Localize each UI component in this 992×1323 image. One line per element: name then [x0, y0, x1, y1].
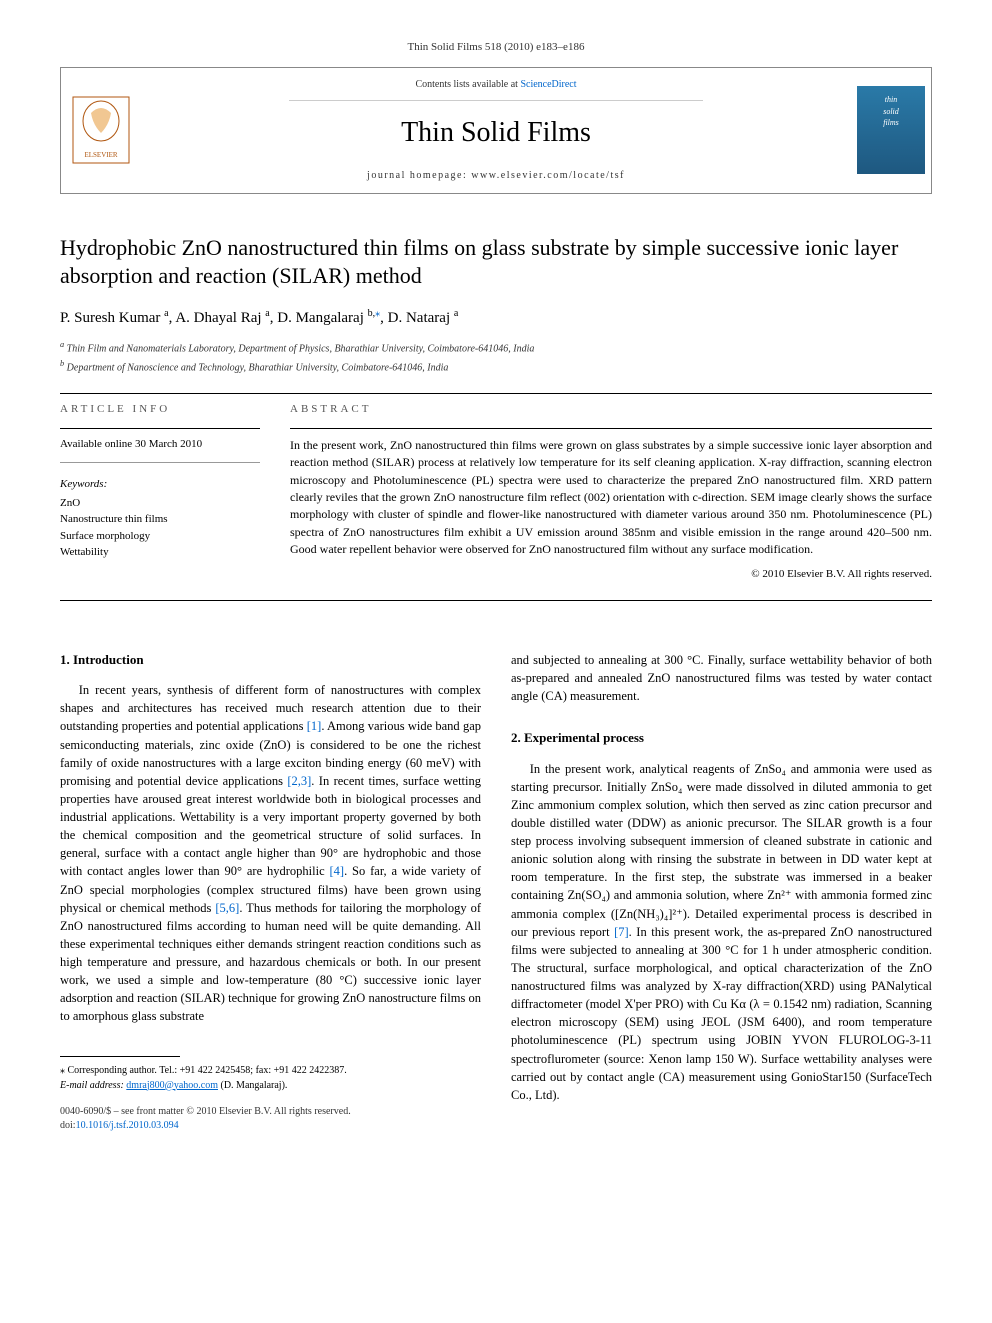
- header-center: Contents lists available at ScienceDirec…: [141, 68, 851, 192]
- article-info-block: ARTICLE INFO Available online 30 March 2…: [60, 402, 260, 582]
- ref-7[interactable]: [7]: [614, 925, 629, 939]
- intro-heading: 1. Introduction: [60, 651, 481, 669]
- ref-1[interactable]: [1]: [307, 719, 322, 733]
- abstract-block: ABSTRACT In the present work, ZnO nanost…: [290, 402, 932, 582]
- homepage-prefix: journal homepage:: [367, 170, 471, 181]
- info-abstract-row: ARTICLE INFO Available online 30 March 2…: [60, 402, 932, 582]
- author-4: D. Nataraj: [388, 310, 450, 326]
- cover-line-2: solid: [883, 106, 899, 117]
- keyword-2: Nanostructure thin films: [60, 511, 260, 528]
- author-1-aff: a: [164, 308, 168, 319]
- bottom-meta: 0040-6090/$ – see front matter © 2010 El…: [60, 1105, 481, 1133]
- ref-5-6[interactable]: [5,6]: [215, 901, 239, 915]
- author-3: D. Mangalaraj: [277, 310, 364, 326]
- journal-name: Thin Solid Films: [151, 113, 841, 152]
- info-divider: [60, 428, 260, 429]
- footnote-separator: [60, 1056, 180, 1057]
- corr-name: (D. Mangalaraj).: [218, 1080, 287, 1091]
- journal-reference: Thin Solid Films 518 (2010) e183–e186: [60, 40, 932, 55]
- intro-continuation: and subjected to annealing at 300 °C. Fi…: [511, 651, 932, 705]
- intro-text-c: . In recent times, surface wetting prope…: [60, 774, 481, 879]
- corr-line-1: ⁎ Corresponding author. Tel.: +91 422 24…: [60, 1063, 481, 1078]
- journal-header: ELSEVIER Contents lists available at Sci…: [60, 67, 932, 193]
- issn-line: 0040-6090/$ – see front matter © 2010 El…: [60, 1105, 481, 1119]
- doi-label: doi:: [60, 1120, 76, 1131]
- elsevier-logo: ELSEVIER: [61, 68, 141, 192]
- author-4-aff: a: [454, 308, 458, 319]
- homepage-url: www.elsevier.com/locate/tsf: [471, 170, 625, 181]
- keyword-3: Surface morphology: [60, 528, 260, 545]
- corr-line-2: E-mail address: dmraj800@yahoo.com (D. M…: [60, 1078, 481, 1093]
- article-info-label: ARTICLE INFO: [60, 402, 260, 417]
- intro-paragraph: In recent years, synthesis of different …: [60, 681, 481, 1025]
- authors-line: P. Suresh Kumar a, A. Dhayal Raj a, D. M…: [60, 307, 932, 329]
- column-left: 1. Introduction In recent years, synthes…: [60, 651, 481, 1133]
- abstract-divider: [290, 428, 932, 429]
- affiliation-b: b Department of Nanoscience and Technolo…: [60, 358, 932, 375]
- corresponding-marker: ⁎: [375, 308, 380, 319]
- experimental-heading: 2. Experimental process: [511, 729, 932, 747]
- cover-line-3: films: [883, 117, 899, 128]
- divider-top: [60, 393, 932, 394]
- contents-prefix: Contents lists available at: [415, 79, 520, 90]
- column-right: and subjected to annealing at 300 °C. Fi…: [511, 651, 932, 1133]
- affiliation-a: a Thin Film and Nanomaterials Laboratory…: [60, 339, 932, 356]
- abstract-label: ABSTRACT: [290, 402, 932, 417]
- abstract-copyright: © 2010 Elsevier B.V. All rights reserved…: [290, 567, 932, 582]
- svg-text:ELSEVIER: ELSEVIER: [84, 151, 117, 159]
- cover-image: thin solid films: [857, 86, 925, 174]
- doi-link[interactable]: 10.1016/j.tsf.2010.03.094: [76, 1120, 179, 1131]
- intro-text-e: . Thus methods for tailoring the morphol…: [60, 901, 481, 1024]
- keyword-4: Wettability: [60, 544, 260, 561]
- email-label: E-mail address:: [60, 1080, 126, 1091]
- affiliations: a Thin Film and Nanomaterials Laboratory…: [60, 339, 932, 376]
- article-title: Hydrophobic ZnO nanostructured thin film…: [60, 234, 932, 291]
- experimental-paragraph: In the present work, analytical reagents…: [511, 760, 932, 1104]
- author-2-aff: a: [265, 308, 269, 319]
- cover-line-1: thin: [885, 94, 897, 105]
- doi-line: doi:10.1016/j.tsf.2010.03.094: [60, 1119, 481, 1133]
- author-1: P. Suresh Kumar: [60, 310, 160, 326]
- exp-text-a: In the present work, analytical reagents…: [511, 762, 932, 939]
- author-2: A. Dhayal Raj: [175, 310, 261, 326]
- abstract-text: In the present work, ZnO nanostructured …: [290, 437, 932, 559]
- journal-homepage: journal homepage: www.elsevier.com/locat…: [151, 169, 841, 183]
- affiliation-a-text: Thin Film and Nanomaterials Laboratory, …: [67, 343, 535, 354]
- journal-cover-thumb: thin solid films: [851, 68, 931, 192]
- exp-text-b: . In this present work, the as-prepared …: [511, 925, 932, 1102]
- divider-bottom: [60, 600, 932, 601]
- ref-4[interactable]: [4]: [329, 864, 344, 878]
- keywords-label: Keywords:: [60, 477, 260, 492]
- contents-lists-line: Contents lists available at ScienceDirec…: [289, 78, 703, 101]
- affiliation-b-text: Department of Nanoscience and Technology…: [67, 362, 449, 373]
- sciencedirect-link[interactable]: ScienceDirect: [520, 79, 576, 90]
- corresponding-author-note: ⁎ Corresponding author. Tel.: +91 422 24…: [60, 1063, 481, 1093]
- keywords-list: ZnO Nanostructure thin films Surface mor…: [60, 495, 260, 561]
- available-online: Available online 30 March 2010: [60, 437, 260, 463]
- keyword-1: ZnO: [60, 495, 260, 512]
- corr-email[interactable]: dmraj800@yahoo.com: [126, 1080, 218, 1091]
- ref-2-3[interactable]: [2,3]: [287, 774, 311, 788]
- body-columns: 1. Introduction In recent years, synthes…: [60, 651, 932, 1133]
